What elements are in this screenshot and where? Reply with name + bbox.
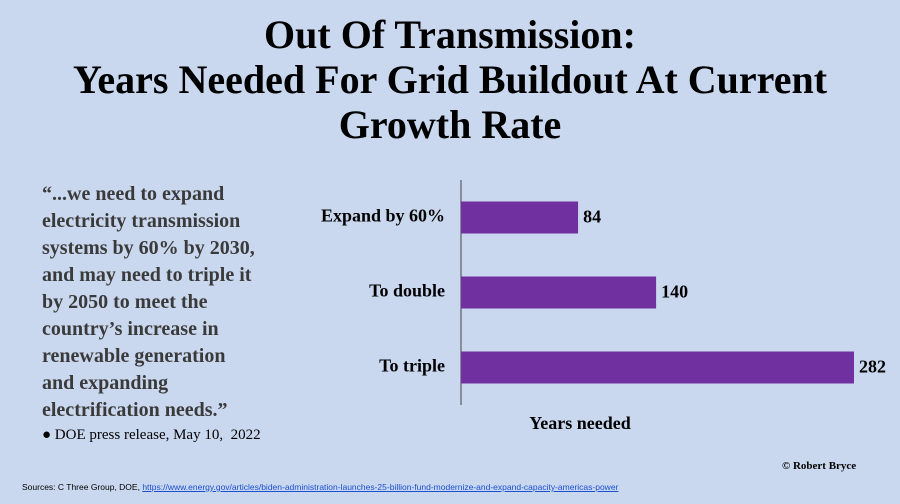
value-label: 282 [859, 357, 886, 377]
y-tick-label: Expand by 60% [321, 206, 445, 226]
bar [461, 201, 579, 234]
quote-source: ● DOE press release, May 10, 2022 [42, 427, 261, 443]
y-tick-label: To triple [379, 356, 445, 376]
x-axis-label: Years needed [529, 413, 631, 433]
quote: “...we need to expand electricity transm… [42, 183, 255, 421]
sources-text: Sources: C Three Group, DOE, [22, 482, 143, 492]
bar [461, 351, 854, 384]
chart-title: Out Of Transmission: Years Needed For Gr… [72, 12, 828, 147]
bar [461, 276, 657, 309]
y-tick-label: To double [369, 281, 445, 301]
sources-link[interactable]: https://www.energy.gov/articles/biden-ad… [142, 482, 619, 492]
value-label: 140 [661, 282, 688, 302]
value-label: 84 [583, 207, 601, 227]
credit: © Robert Bryce [782, 460, 857, 472]
sources: Sources: C Three Group, DOE, https://www… [22, 482, 618, 492]
